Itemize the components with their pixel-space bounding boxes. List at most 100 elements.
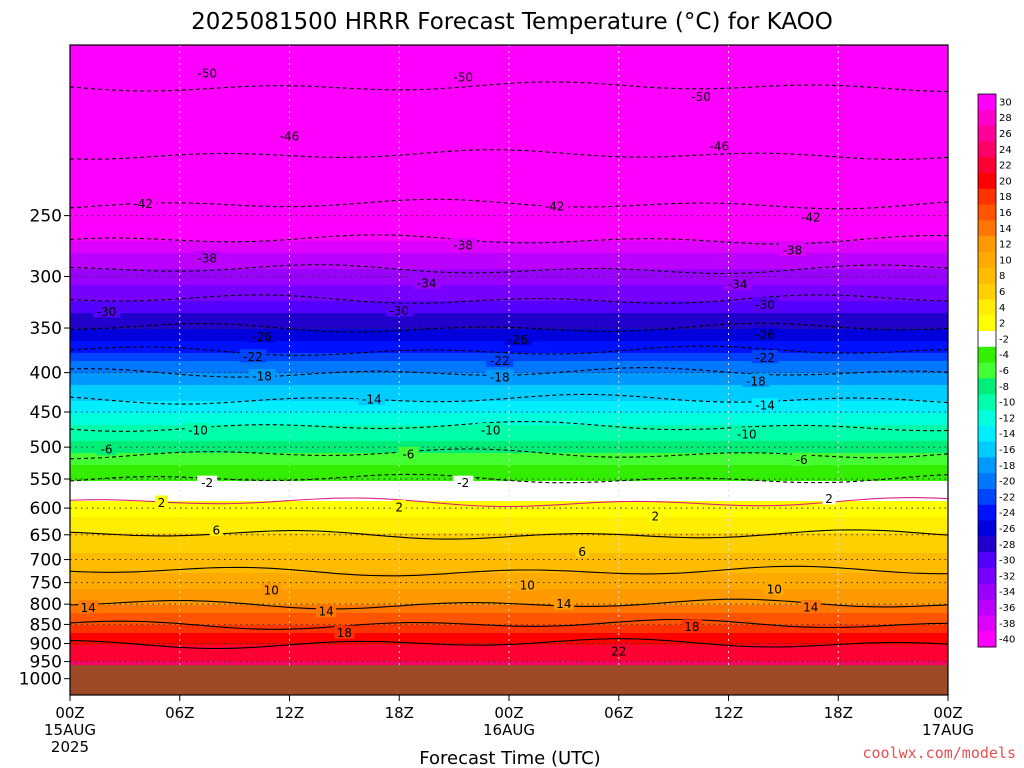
contour-label: -42	[545, 200, 565, 214]
plot-area: -50 -50-50-46-46-42 -42-42-38-38 -38-34 -34-…	[70, 45, 948, 695]
contour-label-bg	[129, 196, 157, 210]
contour-label-bg	[486, 369, 514, 383]
contour-label: -30	[389, 304, 409, 318]
contour-label: 2	[652, 509, 660, 523]
temperature-band	[70, 113, 948, 118]
contour-label-bg	[392, 499, 406, 513]
contour-label: -10	[481, 424, 501, 438]
temperature-band	[70, 197, 948, 202]
contour-label-bg	[316, 604, 337, 618]
contour-label-bg	[449, 238, 477, 252]
temperature-band	[70, 381, 948, 386]
temperature-band	[70, 285, 948, 290]
x-tick-label: 18Z	[385, 704, 414, 722]
colorbar-swatch	[978, 410, 996, 427]
temperature-band	[70, 225, 948, 230]
colorbar-swatch	[978, 299, 996, 316]
temperature-band	[70, 245, 948, 250]
credit-text: coolwx.com/models	[862, 744, 1016, 762]
contour-label-bg	[648, 508, 662, 522]
temperature-band	[70, 581, 948, 586]
temperature-band	[70, 401, 948, 406]
colorbar-swatch	[978, 109, 996, 127]
contour-label: -10	[737, 428, 757, 442]
colorbar-swatch	[978, 204, 996, 221]
temperature-band	[70, 345, 948, 350]
temperature-band	[70, 453, 948, 458]
temperature-band	[70, 317, 948, 322]
contour-label-bg	[724, 277, 752, 291]
contour-label: -38	[197, 252, 217, 266]
colorbar-label: -40	[999, 635, 1015, 646]
contour-label-bg	[742, 373, 770, 387]
colorbar-label: -38	[999, 619, 1015, 630]
y-tick-label: 300	[30, 268, 62, 288]
colorbar-label: 12	[999, 240, 1012, 251]
contour-label: -46	[710, 140, 730, 154]
temperature-band	[70, 497, 948, 502]
contour-label-bg	[800, 600, 821, 614]
colorbar-swatch	[978, 473, 996, 490]
temperature-band	[70, 449, 948, 454]
colorbar-frame	[977, 93, 997, 648]
contour-label-bg	[504, 332, 532, 346]
temperature-band	[70, 585, 948, 590]
colorbar-swatch	[978, 267, 996, 285]
temperature-band	[70, 533, 948, 538]
contour-label: -14	[362, 393, 382, 407]
isotherm-line	[70, 638, 948, 650]
colorbar-label: 14	[999, 224, 1012, 235]
temperature-band	[70, 261, 948, 266]
contour-label-bg	[797, 209, 825, 223]
contour-labels: -50 -50-50-46-46-42 -42-42-38-38 -38-34 -34-…	[78, 65, 836, 658]
temperature-band	[70, 149, 948, 154]
colorbar-label: 30	[999, 97, 1012, 108]
temperature-band	[70, 437, 948, 442]
colorbar-swatch	[978, 125, 996, 142]
contour-label: -18	[490, 370, 510, 384]
temperature-band	[70, 161, 948, 166]
contour-label: -50	[691, 90, 711, 104]
colorbar-swatch	[978, 220, 996, 237]
contour-label: -42	[133, 197, 153, 211]
temperature-band	[70, 389, 948, 394]
temperature-band	[70, 429, 948, 434]
y-axis: 2503003504004505005506006507007508008509…	[19, 207, 70, 690]
contour-label-bg	[705, 139, 733, 153]
contour-label: -42	[801, 210, 821, 224]
colorbar-label: 18	[999, 192, 1012, 203]
contour-label: 10	[767, 582, 782, 596]
y-tick-label: 700	[30, 551, 62, 571]
x-tick-label: 12Z	[275, 704, 304, 722]
temperature-band	[70, 237, 948, 242]
contour-label: -14	[755, 399, 775, 413]
temperature-band	[70, 125, 948, 130]
contour-label-bg	[209, 523, 223, 537]
contour-label: 6	[578, 545, 586, 559]
contour-label-bg	[358, 392, 386, 406]
colorbar-swatch	[978, 599, 996, 616]
colorbar-label: -6	[999, 366, 1009, 377]
temperature-band	[70, 525, 948, 530]
temperature-band	[70, 521, 948, 526]
temperature-band	[70, 629, 948, 634]
colorbar-swatch	[978, 504, 996, 522]
contour-label: 10	[520, 578, 535, 592]
colorbar-label: -28	[999, 540, 1015, 551]
temperature-band	[70, 417, 948, 422]
colorbar-swatch	[978, 157, 996, 174]
contour-label-bg	[276, 129, 303, 143]
temperature-band	[70, 513, 948, 518]
y-tick-label: 1000	[19, 670, 62, 690]
contour-label-bg	[96, 442, 117, 456]
colorbar-label: -4	[999, 350, 1009, 361]
contour-label-bg	[385, 303, 413, 317]
colorbar-label: 20	[999, 176, 1012, 187]
temperature-band	[70, 653, 948, 658]
contour-label: 2	[825, 492, 833, 506]
colorbar-swatch	[978, 315, 996, 332]
contour-label: -22	[490, 354, 510, 368]
contour-label-bg	[261, 583, 282, 597]
contour-label-bg	[517, 577, 538, 591]
temperature-band	[70, 69, 948, 74]
